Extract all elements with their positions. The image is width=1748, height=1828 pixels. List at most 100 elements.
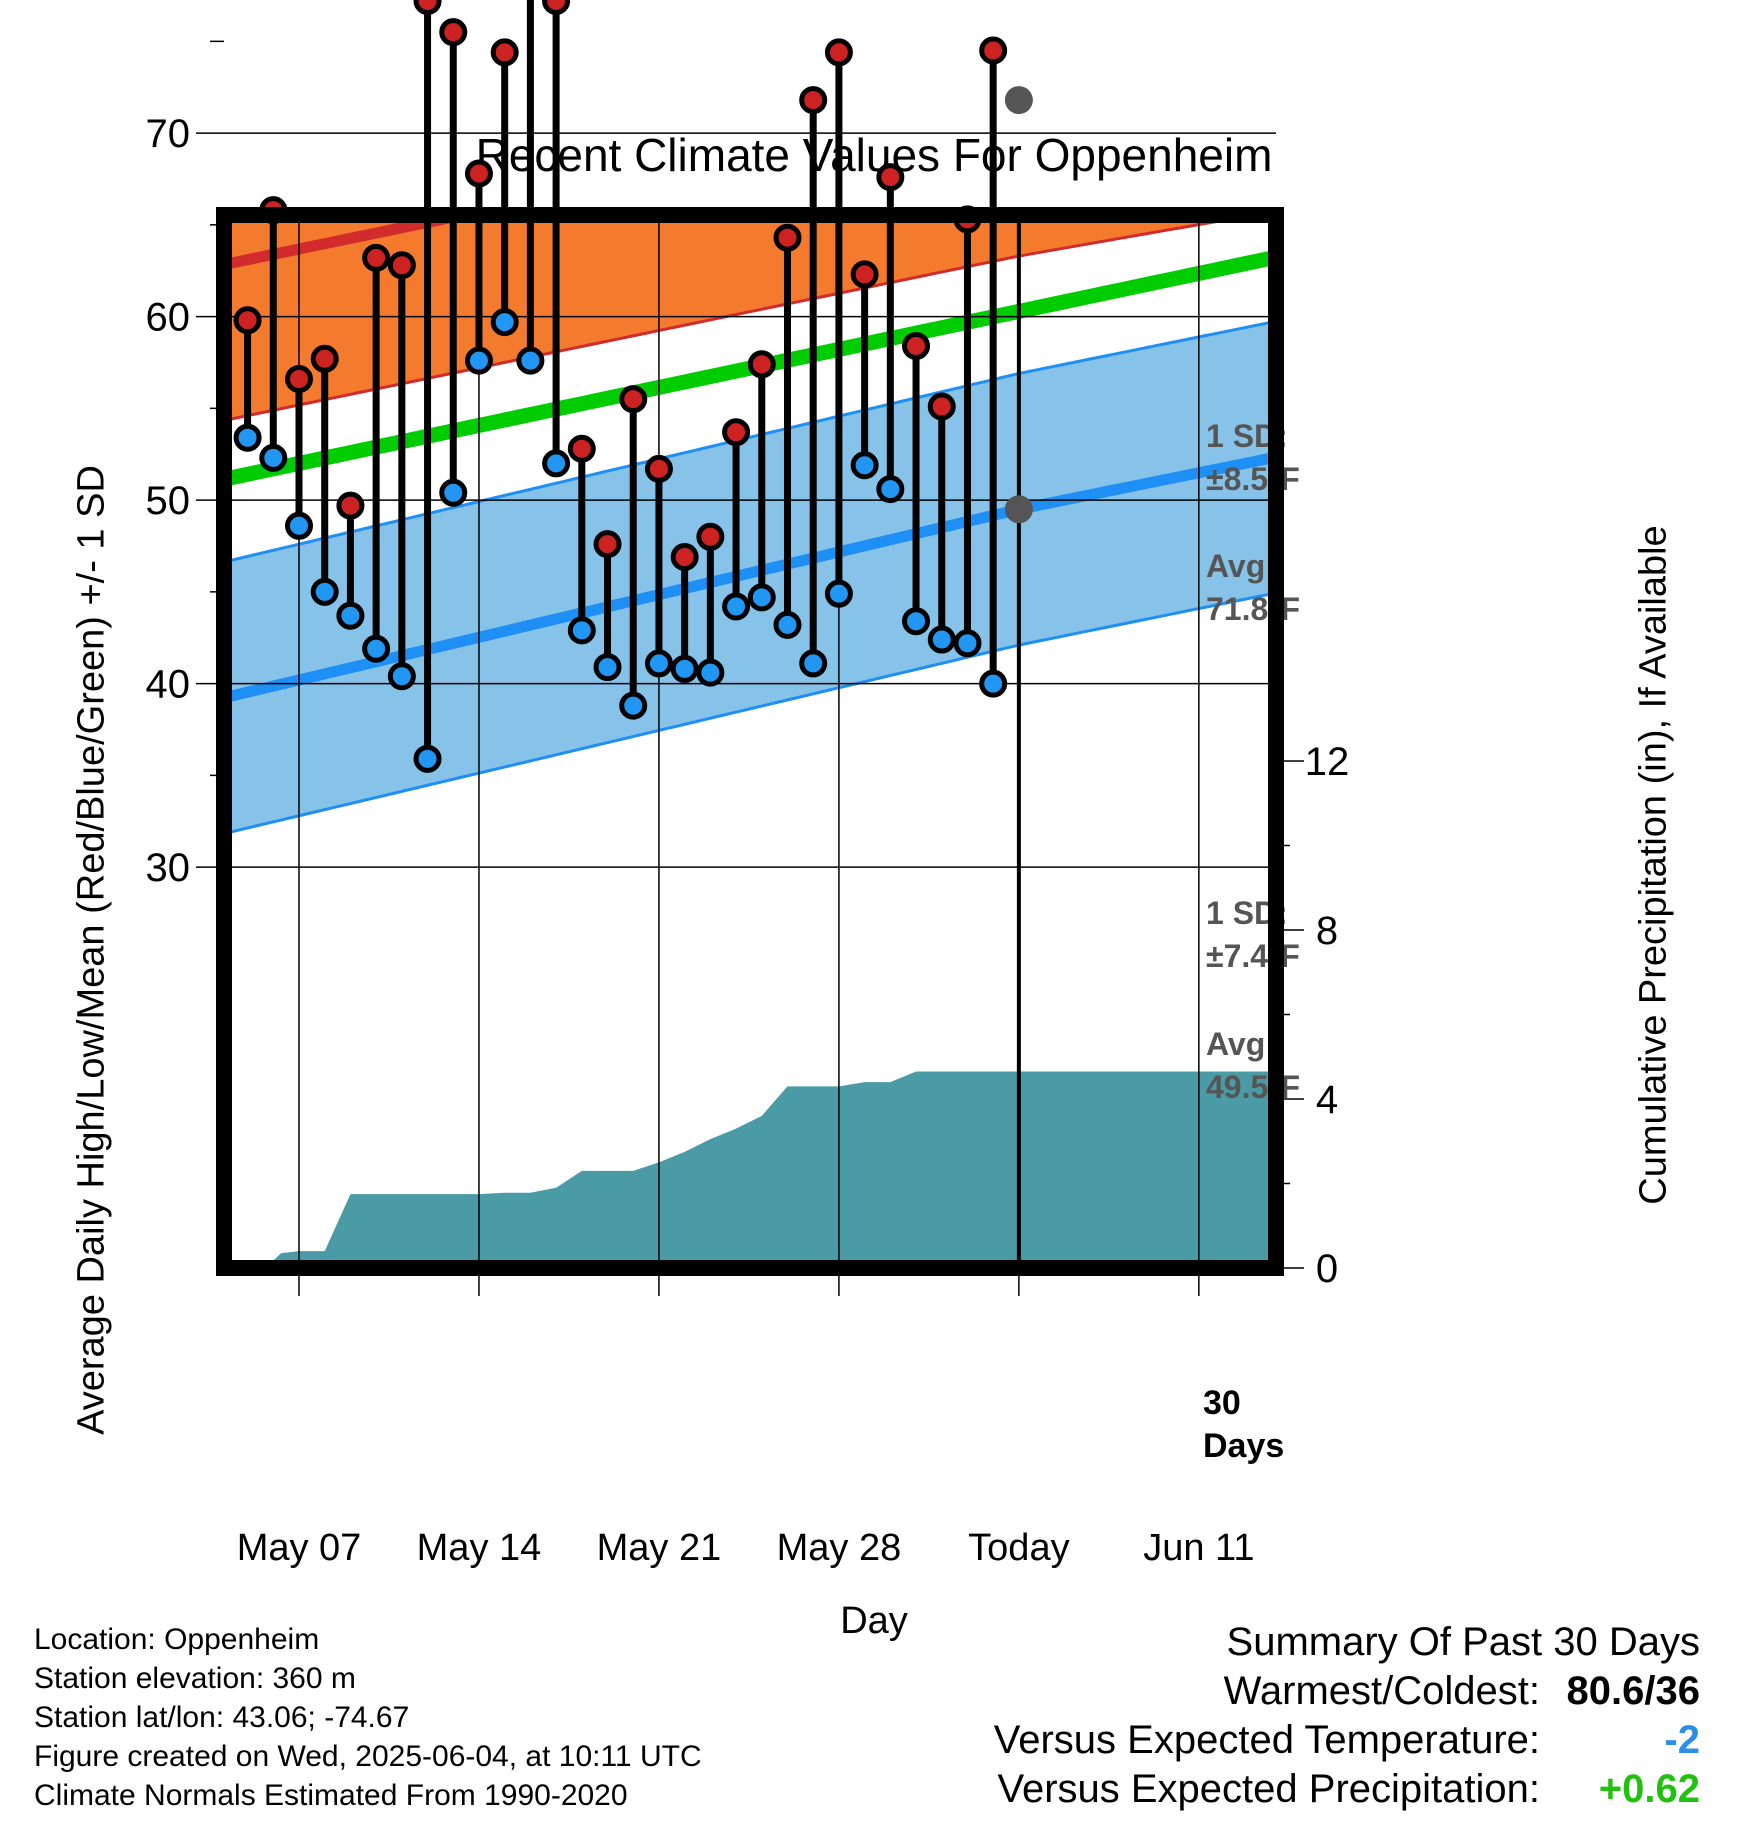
vs-precip-label: Versus Expected Precipitation: — [997, 1767, 1540, 1811]
high-avg-annotation-line2: 71.8oF — [1206, 590, 1300, 627]
low-marker — [850, 451, 879, 480]
low-marker — [439, 478, 468, 507]
low-marker — [593, 653, 622, 682]
summary-panel: Summary Of Past 30 Days Warmest/Coldest:… — [994, 1618, 1700, 1814]
high-avg-annotation-line1: Avg: — [1206, 548, 1276, 584]
low-avg-dot — [1004, 495, 1033, 524]
vs-precip-value: +0.62 — [1598, 1767, 1700, 1811]
y-tick-label-left: 70 — [146, 112, 191, 156]
low-marker — [387, 662, 416, 691]
high-marker — [644, 454, 673, 483]
summary-temp-row: Versus Expected Temperature: -2 — [994, 1716, 1700, 1765]
summary-warmest-row: Warmest/Coldest: 80.6/36 — [994, 1667, 1700, 1716]
high-marker — [490, 38, 519, 67]
x-axis-label: Day — [840, 1600, 908, 1642]
low-marker — [490, 308, 519, 337]
low-marker — [413, 744, 442, 773]
y-tick-label-right: 12 — [1305, 740, 1350, 784]
y-tick-label-left: 60 — [146, 296, 191, 340]
high-avg-dot — [1004, 86, 1033, 115]
high-marker — [670, 542, 699, 571]
high-marker — [747, 350, 776, 379]
high-marker — [902, 331, 931, 360]
low-avg-annotation-line1: Avg: — [1206, 1026, 1276, 1062]
high-marker — [233, 306, 262, 335]
high-sd-band-upper-edge — [230, 0, 1271, 107]
x-tick-label: Today — [968, 1527, 1069, 1569]
warmest-label: Warmest/Coldest: — [1223, 1669, 1540, 1713]
vs-temp-label: Versus Expected Temperature: — [993, 1718, 1540, 1762]
high-marker — [927, 392, 956, 421]
low-marker — [259, 443, 288, 472]
high-marker — [696, 522, 725, 551]
high-marker — [387, 251, 416, 280]
high-marker — [824, 38, 853, 67]
low-marker — [336, 601, 365, 630]
low-marker — [876, 475, 905, 504]
x-tick-label: May 21 — [597, 1527, 722, 1569]
high-marker — [799, 86, 828, 115]
y-tick-label-right: 4 — [1316, 1078, 1338, 1122]
precip-area — [265, 1071, 1276, 1268]
high-marker — [464, 159, 493, 188]
low-marker — [824, 579, 853, 608]
low-marker — [927, 625, 956, 654]
warmest-value: 80.6/36 — [1566, 1669, 1700, 1713]
low-marker — [362, 634, 391, 663]
x-tick-label: May 14 — [417, 1527, 542, 1569]
low-marker — [670, 654, 699, 683]
low-marker — [747, 583, 776, 612]
high-marker — [876, 163, 905, 192]
chart-title: Recent Climate Values For Oppenheim — [475, 129, 1273, 181]
high-normal-line — [228, 215, 491, 269]
days-annotation-line1: 30 — [1203, 1384, 1241, 1422]
x-tick-label: May 28 — [777, 1527, 902, 1569]
low-marker — [285, 511, 313, 540]
x-tick-label: Jun 11 — [1143, 1527, 1254, 1569]
low-marker — [773, 610, 802, 639]
high-marker — [850, 260, 879, 289]
y-tick-label-right: 0 — [1316, 1247, 1338, 1291]
high-marker — [619, 385, 648, 414]
y-tick-label-left: 40 — [146, 663, 191, 707]
high-marker — [593, 530, 622, 559]
vs-temp-value: -2 — [1664, 1718, 1700, 1762]
low-marker — [799, 649, 828, 678]
low-sd-band-lower-edge — [229, 592, 1272, 834]
high-marker — [773, 223, 802, 252]
high-marker — [362, 243, 391, 272]
days-annotation-line2: Days — [1203, 1427, 1284, 1465]
low-marker — [902, 607, 931, 636]
low-marker — [567, 616, 596, 645]
created-text: Figure created on Wed, 2025-06-04, at 10… — [34, 1740, 702, 1773]
high-marker — [439, 18, 468, 47]
y-tick-label-left: 50 — [146, 479, 191, 523]
y-tick-label-right: 8 — [1316, 909, 1338, 953]
low-marker — [516, 346, 545, 375]
high-marker — [310, 344, 339, 373]
summary-heading: Summary Of Past 30 Days — [1226, 1620, 1700, 1664]
latlon-text: Station lat/lon: 43.06; -74.67 — [34, 1701, 410, 1734]
low-avg-annotation-line2: 49.5oF — [1206, 1068, 1300, 1105]
station-info: Location: Oppenheim Station elevation: 3… — [34, 1620, 702, 1815]
low-marker — [542, 449, 571, 478]
low-sd-annotation-line2: ±7.4oF — [1206, 937, 1300, 974]
low-marker — [722, 592, 751, 621]
plot-frame — [216, 207, 1284, 1276]
high-marker — [722, 418, 751, 447]
high-marker — [336, 491, 365, 520]
low-marker — [979, 669, 1008, 698]
y-tick-label-left: 30 — [146, 846, 191, 890]
high-marker — [542, 0, 571, 15]
summary-precip-row: Versus Expected Precipitation: +0.62 — [994, 1765, 1700, 1814]
low-marker — [464, 346, 493, 375]
low-marker — [953, 629, 982, 658]
low-marker — [644, 649, 673, 678]
low-marker — [310, 577, 339, 606]
low-marker — [233, 423, 262, 452]
normals-text: Climate Normals Estimated From 1990-2020 — [34, 1779, 628, 1812]
high-marker — [567, 434, 596, 463]
high-sd-band — [229, 215, 1254, 420]
x-tick-label: May 07 — [237, 1527, 362, 1569]
